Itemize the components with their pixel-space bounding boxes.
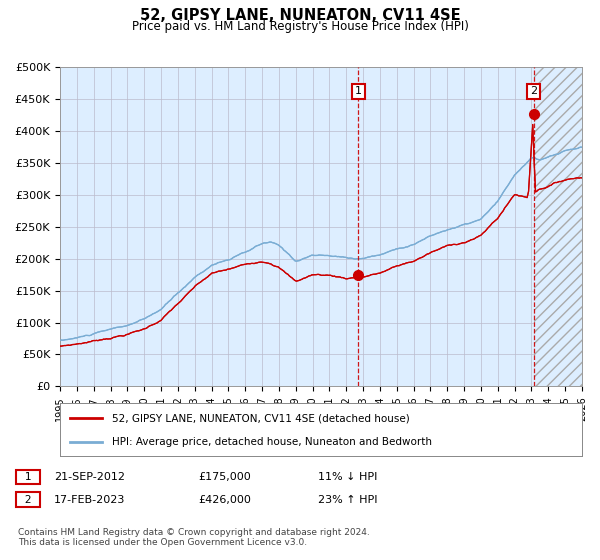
Text: 1: 1 bbox=[355, 86, 362, 96]
Text: 52, GIPSY LANE, NUNEATON, CV11 4SE: 52, GIPSY LANE, NUNEATON, CV11 4SE bbox=[140, 8, 460, 24]
Text: 52, GIPSY LANE, NUNEATON, CV11 4SE (detached house): 52, GIPSY LANE, NUNEATON, CV11 4SE (deta… bbox=[112, 413, 410, 423]
Text: 21-SEP-2012: 21-SEP-2012 bbox=[54, 472, 125, 482]
Text: 2: 2 bbox=[530, 86, 537, 96]
Text: Price paid vs. HM Land Registry's House Price Index (HPI): Price paid vs. HM Land Registry's House … bbox=[131, 20, 469, 32]
Text: 17-FEB-2023: 17-FEB-2023 bbox=[54, 494, 125, 505]
Text: 11% ↓ HPI: 11% ↓ HPI bbox=[318, 472, 377, 482]
Text: £426,000: £426,000 bbox=[198, 494, 251, 505]
Text: 23% ↑ HPI: 23% ↑ HPI bbox=[318, 494, 377, 505]
Text: £175,000: £175,000 bbox=[198, 472, 251, 482]
Text: 1: 1 bbox=[18, 472, 38, 482]
Text: HPI: Average price, detached house, Nuneaton and Bedworth: HPI: Average price, detached house, Nune… bbox=[112, 436, 432, 446]
Bar bbox=[533, 67, 582, 386]
Text: Contains HM Land Registry data © Crown copyright and database right 2024.
This d: Contains HM Land Registry data © Crown c… bbox=[18, 528, 370, 547]
Text: 2: 2 bbox=[18, 494, 38, 505]
